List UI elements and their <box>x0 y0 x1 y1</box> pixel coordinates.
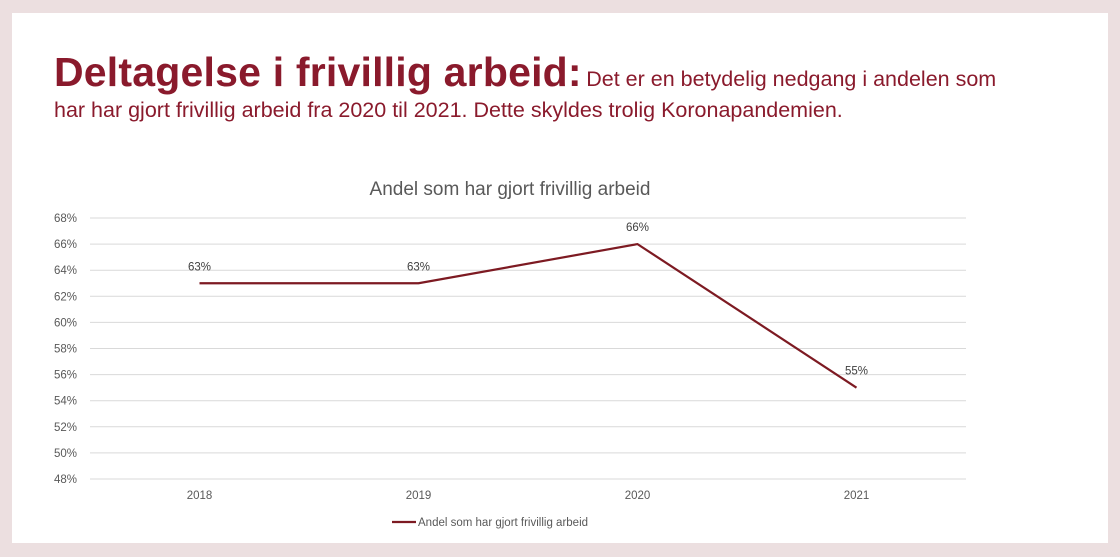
y-tick-label: 48% <box>54 474 77 486</box>
y-tick-label: 52% <box>54 422 77 434</box>
y-tick-label: 58% <box>54 344 77 356</box>
y-tick-label: 54% <box>54 396 77 408</box>
y-tick-label: 68% <box>54 213 77 225</box>
y-tick-label: 66% <box>54 239 77 251</box>
heading-description: Det er en betydelig nedgang i andelen so… <box>54 67 997 123</box>
y-axis-ticks: 48% 50% 52% 54% 56% 58% 60% 62% 64% 66% 68% <box>54 213 77 486</box>
series <box>199 242 858 389</box>
y-tick-label: 64% <box>54 265 77 277</box>
data-label: 63% <box>407 261 430 273</box>
x-tick-label: 2021 <box>844 490 870 502</box>
x-axis-ticks: 2018 2019 2020 2021 <box>187 490 870 502</box>
heading-title: Deltagelse i frivillig arbeid: <box>54 49 582 95</box>
y-tick-label: 56% <box>54 370 77 382</box>
y-tick-label: 60% <box>54 317 77 329</box>
data-label: 66% <box>626 222 649 234</box>
x-tick-label: 2018 <box>187 490 213 502</box>
chart-title: Andel som har gjort frivillig arbeid <box>370 179 651 200</box>
y-tick-label: 50% <box>54 448 77 460</box>
slide: Deltagelse i frivillig arbeid: Det er en… <box>12 13 1108 543</box>
data-label: 63% <box>188 261 211 273</box>
x-tick-label: 2020 <box>625 490 651 502</box>
gridlines <box>90 217 966 480</box>
data-label: 55% <box>845 366 868 378</box>
x-tick-label: 2019 <box>406 490 432 502</box>
slide-heading: Deltagelse i frivillig arbeid: Det er en… <box>54 47 1014 123</box>
legend: Andel som har gjort frivillig arbeid <box>392 517 588 529</box>
series-line <box>199 242 858 389</box>
data-labels: 63% 63% 66% 55% <box>188 222 868 378</box>
legend-entry: Andel som har gjort frivillig arbeid <box>418 517 588 529</box>
y-tick-label: 62% <box>54 291 77 303</box>
